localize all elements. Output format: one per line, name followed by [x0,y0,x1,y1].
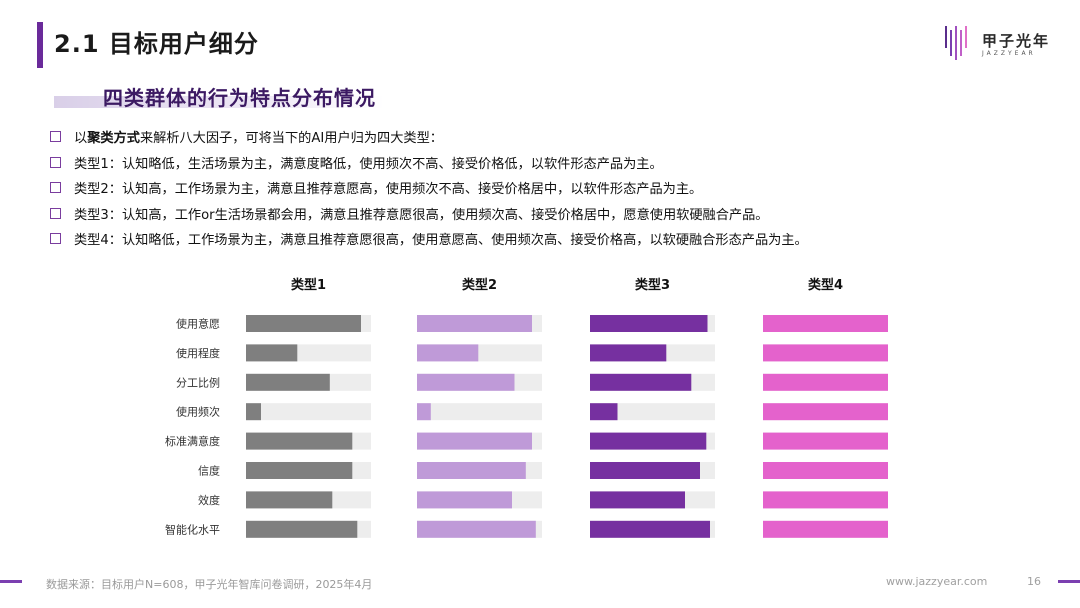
bullet-prefix: 以 [74,131,88,147]
bar-类型4-使用程度 [763,344,888,362]
checkbox-square-icon [50,156,61,168]
data-source-note: 数据来源：目标用户N=608，甲子光年智库问卷调研，2025年4月 [46,578,373,591]
bar-类型2-使用程度 [417,344,479,362]
bar-类型1-使用意愿 [246,315,361,332]
bullet-item: 类型4：认知略低，工作场景为主，满意且推荐意愿很高，使用意愿高、使用频次高、接受… [50,226,808,252]
category-label: 效度 [198,493,220,507]
bar-类型3-分工比例 [590,373,692,391]
bullet-bold: 聚类方式 [87,131,140,147]
bar-类型4-信度 [763,462,888,479]
title-accent-bar [37,22,43,68]
footer-accent-right [1058,580,1080,583]
brand-logo: 甲子光年 JAZZYEAR [944,24,1054,64]
series-header: 类型2 [462,277,497,293]
category-label: 使用频次 [176,405,220,419]
bar-类型3-智能化水平 [590,520,710,538]
page-number: 16 [1027,575,1041,588]
bar-类型3-使用程度 [590,344,667,362]
bullet-text: 类型3：认知高，工作or生活场景都会用，满意且推荐意愿很高，使用频次高、接受价格… [74,207,769,223]
footer-accent-left [0,580,22,583]
bar-类型2-标准满意度 [417,432,532,450]
bar-类型4-标准满意度 [763,432,888,450]
bar-类型3-信度 [590,462,700,479]
bullet-item: 类型1：认知略低，生活场景为主，满意度略低，使用频次不高、接受价格低，以软件形态… [50,150,808,176]
category-label: 标准满意度 [165,434,220,448]
bar-类型1-分工比例 [246,373,330,391]
logo-mark-icon [945,26,967,60]
bar-类型3-效度 [590,491,685,509]
bar-类型4-智能化水平 [763,520,888,538]
bar-类型1-信度 [246,462,353,479]
category-label: 分工比例 [176,375,220,389]
bar-类型4-效度 [763,491,888,509]
bar-类型1-智能化水平 [246,520,358,538]
checkbox-square-icon [50,207,61,219]
checkbox-square-icon [50,233,61,245]
logo-subtext: JAZZYEAR [982,50,1036,57]
bar-类型4-分工比例 [763,373,888,391]
bar-类型4-使用意愿 [763,315,888,332]
category-label: 信度 [198,464,220,478]
category-label: 智能化水平 [165,522,220,536]
bar-track [246,403,371,421]
bar-类型2-效度 [417,491,512,509]
bar-类型3-使用意愿 [590,315,708,332]
bullet-text: 来解析八大因子，可将当下的AI用户归为四大类型： [139,131,443,147]
bar-类型1-使用程度 [246,344,298,362]
bar-类型3-使用频次 [590,403,618,421]
bar-类型1-使用频次 [246,403,261,421]
checkbox-square-icon [50,182,61,194]
bullet-text: 类型1：认知略低，生活场景为主，满意度略低，使用频次不高、接受价格低，以软件形态… [74,156,663,172]
website-link[interactable]: www.jazzyear.com [886,575,988,588]
bar-类型2-使用频次 [417,403,431,421]
bar-类型1-效度 [246,491,333,509]
bullet-text: 类型4：认知略低，工作场景为主，满意且推荐意愿很高，使用意愿高、使用频次高、接受… [74,233,808,249]
series-header: 类型3 [635,277,670,293]
bar-track [417,403,542,421]
section-subtitle: 四类群体的行为特点分布情况 [103,86,376,110]
bar-track [590,403,715,421]
logo-name: 甲子光年 [982,32,1051,50]
bar-类型3-标准满意度 [590,432,707,450]
bar-类型1-标准满意度 [246,432,353,450]
bar-类型2-分工比例 [417,373,515,391]
bullet-text: 类型2：认知高，工作场景为主，满意且推荐意愿高，使用频次不高、接受价格居中，以软… [74,182,703,198]
page-title: 2.1 目标用户细分 [54,30,259,58]
series-header: 类型1 [291,277,326,293]
bar-类型2-信度 [417,462,526,479]
category-label: 使用意愿 [176,317,220,331]
checkbox-square-icon [50,131,61,143]
bullet-item: 类型2：认知高，工作场景为主，满意且推荐意愿高，使用频次不高、接受价格居中，以软… [50,175,808,201]
subtitle-highlight [54,96,384,108]
bar-类型2-使用意愿 [417,315,532,332]
bar-类型2-智能化水平 [417,520,536,538]
bullet-item: 以聚类方式 来解析八大因子，可将当下的AI用户归为四大类型： [50,124,808,150]
category-label: 使用程度 [176,346,220,360]
series-header: 类型4 [808,277,843,293]
bar-类型4-使用频次 [763,403,888,421]
bullet-item: 类型3：认知高，工作or生活场景都会用，满意且推荐意愿很高，使用频次高、接受价格… [50,201,808,227]
bullet-list: 以聚类方式 来解析八大因子，可将当下的AI用户归为四大类型： 类型1：认知略低，生… [50,124,808,252]
